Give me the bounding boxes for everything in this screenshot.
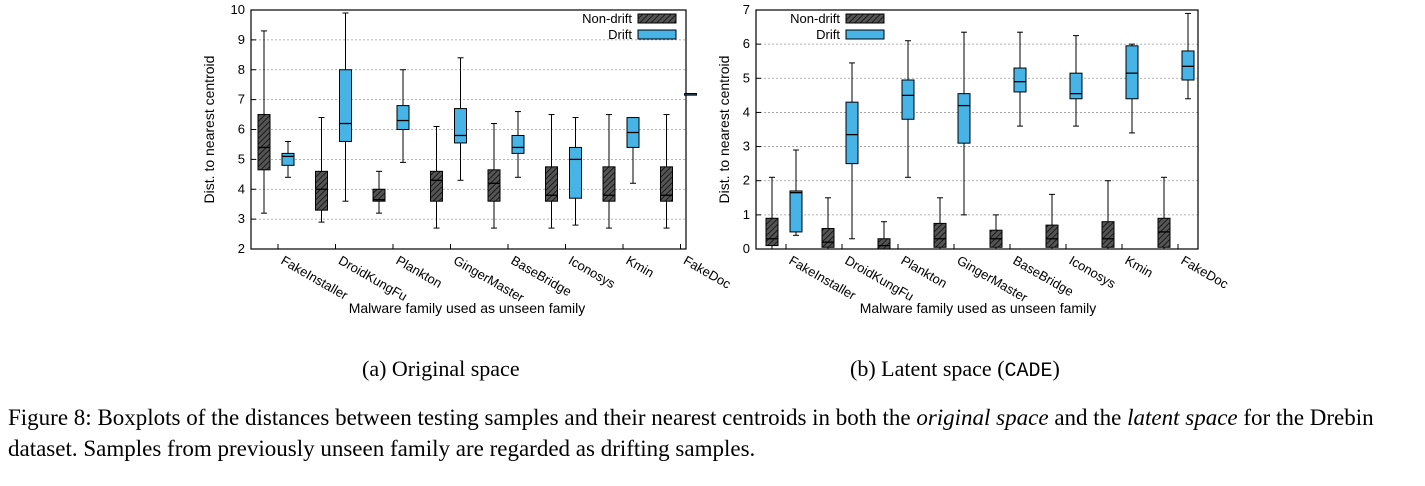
subcaption-b-code: CADE (1004, 360, 1053, 383)
box-drift (511, 134, 525, 154)
legend-swatch (845, 29, 885, 40)
y-tick-label: 2 (238, 241, 245, 256)
x-tick-label: Kmin (624, 253, 657, 281)
box-non-drift (545, 166, 558, 202)
x-tick-label: Kmin (1123, 253, 1156, 281)
box-non-drift (1157, 217, 1171, 248)
legend-label: Drift (608, 27, 632, 42)
legend-swatch (845, 13, 885, 24)
subcaption-b-prefix: (b) Latent space ( (850, 356, 1005, 381)
caption-part2: and the (1048, 405, 1128, 430)
legend-label: Non-drift (790, 11, 840, 26)
y-tick-label: 0 (743, 241, 750, 256)
box-non-drift (933, 222, 947, 248)
box-non-drift (430, 170, 443, 202)
y-tick-label: 8 (238, 62, 245, 77)
box-non-drift (877, 238, 891, 250)
y-tick-label: 4 (743, 104, 750, 119)
box-drift (957, 93, 971, 144)
y-tick-label: 10 (231, 2, 245, 17)
subcaption-a: (a) Original space (362, 356, 520, 382)
box-non-drift (257, 114, 271, 171)
y-tick-label: 6 (743, 36, 750, 51)
y-tick-label: 6 (238, 122, 245, 137)
box-non-drift (315, 170, 328, 211)
x-tick-label: FakeDoc (1179, 253, 1232, 292)
y-tick-label: 7 (238, 92, 245, 107)
chart-original-space: 2 3 4 5 6 7 8 9 10 Dist. to nearest centroid Malwa… (201, 2, 734, 316)
plot-frame (250, 9, 687, 250)
box-drift (454, 108, 467, 144)
caption-em-latent: latent space (1127, 405, 1238, 430)
y-tick-label: 1 (743, 207, 750, 222)
y-tick-label: 7 (743, 2, 750, 17)
box-drift (1013, 67, 1027, 93)
y-axis-label: Dist. to nearest centroid (201, 56, 217, 204)
caption-part3: for the Drebin dataset. Samples from pre… (8, 405, 1374, 461)
legend-label: Drift (816, 27, 840, 42)
figure-caption: Figure 8: Boxplots of the distances betw… (8, 402, 1420, 464)
x-tick-label: FakeDoc (681, 253, 734, 292)
box-drift (901, 79, 915, 120)
plot-frame (755, 9, 1199, 250)
box-drift (339, 69, 352, 142)
chart-latent-space: 0 1 2 3 4 5 6 7 Dist. to nearest centroid Malware… (716, 2, 1231, 316)
box-non-drift (1101, 221, 1115, 248)
box-non-drift (821, 228, 835, 248)
legend-label: Non-drift (582, 11, 632, 26)
box-non-drift (1045, 224, 1059, 248)
caption-part1: Figure 8: Boxplots of the distances betw… (8, 405, 917, 430)
box-drift (569, 146, 582, 199)
box-non-drift (765, 217, 779, 247)
box-drift (845, 101, 859, 165)
y-tick-label: 5 (238, 151, 245, 166)
x-axis-label: Malware family used as unseen family (349, 300, 586, 316)
box-non-drift (602, 166, 616, 202)
caption-em-original: original space (916, 405, 1049, 430)
box-drift (1181, 50, 1195, 81)
box-drift (789, 190, 803, 233)
legend-swatch (637, 29, 677, 40)
y-tick-label: 5 (743, 70, 750, 85)
legend-swatch (637, 13, 677, 24)
box-non-drift (487, 169, 501, 202)
y-tick-label: 3 (238, 211, 245, 226)
box-drift (281, 152, 295, 166)
y-tick-label: 3 (743, 139, 750, 154)
box-non-drift (372, 188, 386, 202)
box-drift (396, 105, 410, 130)
y-axis-label: Dist. to nearest centroid (716, 56, 732, 204)
y-tick-label: 9 (238, 32, 245, 47)
subcaption-b-suffix: ) (1052, 356, 1060, 381)
subcaption-b: (b) Latent space (CADE) (850, 356, 1060, 383)
box-non-drift (660, 166, 673, 202)
box-drift (1125, 45, 1139, 100)
x-axis-label: Malware family used as unseen family (860, 300, 1097, 316)
box-drift (1069, 72, 1083, 100)
y-tick-label: 2 (743, 173, 750, 188)
y-tick-label: 4 (238, 181, 245, 196)
subcaption-a-text: (a) Original space (362, 356, 520, 381)
